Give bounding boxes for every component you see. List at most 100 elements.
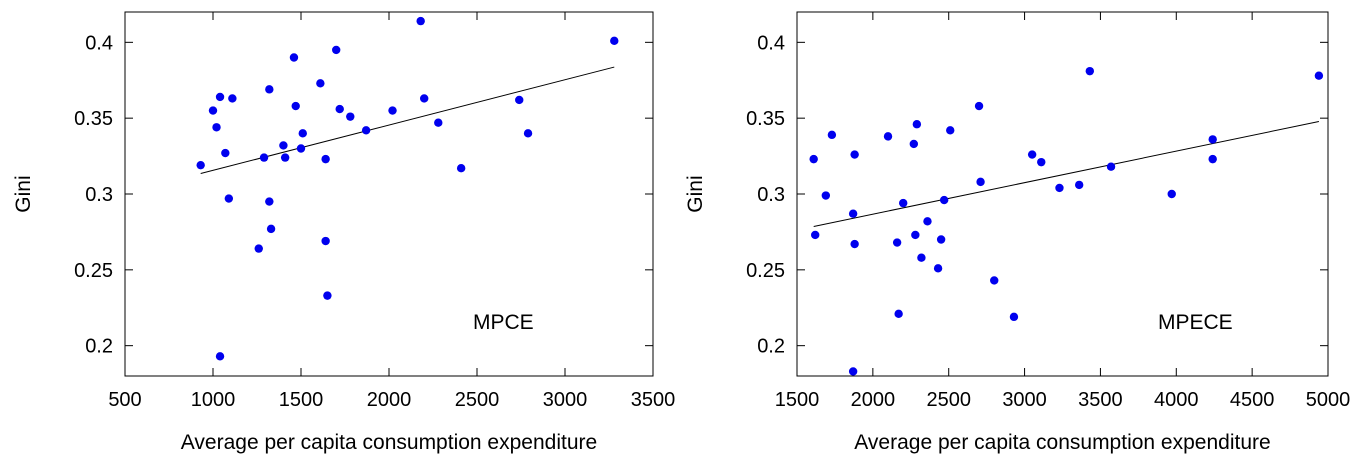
x-tick-label: 5000 [1306, 389, 1351, 411]
data-point [361, 126, 371, 135]
y-axis-label: Gini [12, 175, 35, 212]
data-point [321, 236, 330, 246]
y-tick-label: 0.3 [757, 184, 785, 206]
data-point [1009, 312, 1019, 322]
data-point [335, 104, 344, 114]
data-point [990, 276, 999, 285]
x-axis-label: Average per capita consumption expenditu… [854, 431, 1270, 454]
x-tick-label: 2500 [455, 389, 500, 411]
data-point [221, 148, 230, 158]
data-point [1208, 135, 1217, 144]
data-point [388, 106, 397, 115]
y-tick-label: 0.35 [74, 108, 113, 130]
data-point [215, 92, 225, 102]
data-point [848, 209, 858, 218]
data-point [1314, 71, 1324, 80]
data-point [215, 352, 225, 361]
y-tick-label: 0.25 [746, 260, 785, 282]
data-point [974, 101, 984, 111]
x-tick-label: 1500 [279, 389, 324, 411]
data-point [1106, 162, 1116, 171]
data-point [254, 244, 263, 253]
y-tick-label: 0.4 [85, 32, 113, 54]
x-tick-label: 3500 [631, 389, 676, 411]
data-point [899, 198, 908, 208]
data-point [1027, 150, 1037, 159]
y-axis-label: Gini [684, 175, 707, 212]
x-tick-label: 1500 [775, 389, 820, 411]
data-point [259, 153, 269, 162]
data-point [811, 230, 820, 240]
data-point [1055, 183, 1064, 193]
data-point [976, 177, 985, 187]
data-point [850, 239, 859, 249]
data-point [420, 94, 429, 103]
data-point [323, 291, 332, 300]
data-point [946, 126, 955, 135]
data-point [936, 235, 946, 244]
data-point [1167, 189, 1176, 199]
data-point [933, 264, 943, 273]
data-point [265, 85, 274, 94]
data-point [228, 94, 237, 103]
x-tick-label: 2000 [367, 389, 412, 411]
y-tick-label: 0.3 [85, 184, 113, 206]
panel-annotation: MPECE [1158, 311, 1233, 334]
x-tick-label: 1000 [191, 389, 236, 411]
data-point [416, 16, 425, 26]
data-point [279, 141, 288, 150]
data-point [894, 309, 903, 319]
x-tick-label: 4500 [1230, 389, 1275, 411]
y-tick-label: 0.35 [746, 108, 785, 130]
data-point [291, 101, 300, 111]
data-point [280, 153, 290, 162]
data-point [523, 129, 533, 138]
data-point [1085, 66, 1095, 76]
y-tick-label: 0.2 [757, 336, 785, 358]
data-point [1208, 154, 1217, 164]
data-point [208, 106, 218, 115]
data-point [316, 79, 325, 88]
data-point [266, 224, 276, 234]
data-point [515, 95, 524, 105]
data-point [883, 132, 893, 141]
x-tick-label: 2000 [851, 389, 896, 411]
chart-panel-1: 500 1000 1500 2000 2500 3000 3500 0.2 0.25 0.3 0.3… [12, 11, 676, 454]
y-tick-label: 0.2 [85, 336, 113, 358]
x-tick-label: 3500 [1078, 389, 1123, 411]
data-point [289, 53, 299, 62]
data-point [456, 164, 466, 173]
data-point [917, 253, 926, 262]
data-point [809, 154, 818, 164]
data-point [321, 154, 330, 164]
data-point [265, 197, 274, 206]
data-point [346, 112, 355, 121]
data-point [332, 45, 341, 55]
data-point [850, 150, 859, 159]
data-point [224, 194, 234, 203]
data-point [296, 144, 306, 153]
trend-line [200, 66, 615, 175]
data-point [848, 367, 858, 376]
trend-line [813, 121, 1319, 227]
x-tick-label: 500 [108, 389, 141, 411]
data-point [821, 191, 831, 200]
x-axis-label: Average per capita consumption expenditu… [181, 431, 597, 454]
y-tick-label: 0.4 [757, 32, 785, 54]
data-point [610, 36, 619, 46]
data-point [1037, 157, 1046, 167]
chart-panel-2: 1500 2000 2500 3000 3500 4000 4500 5000 0.2 0.25 0… [684, 11, 1351, 454]
data-point [212, 123, 221, 132]
plot-frame [796, 11, 1329, 377]
data-point [892, 238, 902, 247]
data-point [909, 139, 919, 149]
data-point [911, 230, 920, 240]
data-point [923, 217, 932, 226]
x-tick-label: 3000 [1002, 389, 1047, 411]
x-tick-label: 2500 [926, 389, 971, 411]
data-point [298, 129, 307, 138]
x-tick-label: 4000 [1154, 389, 1199, 411]
data-point [196, 160, 205, 170]
data-point [939, 195, 949, 205]
